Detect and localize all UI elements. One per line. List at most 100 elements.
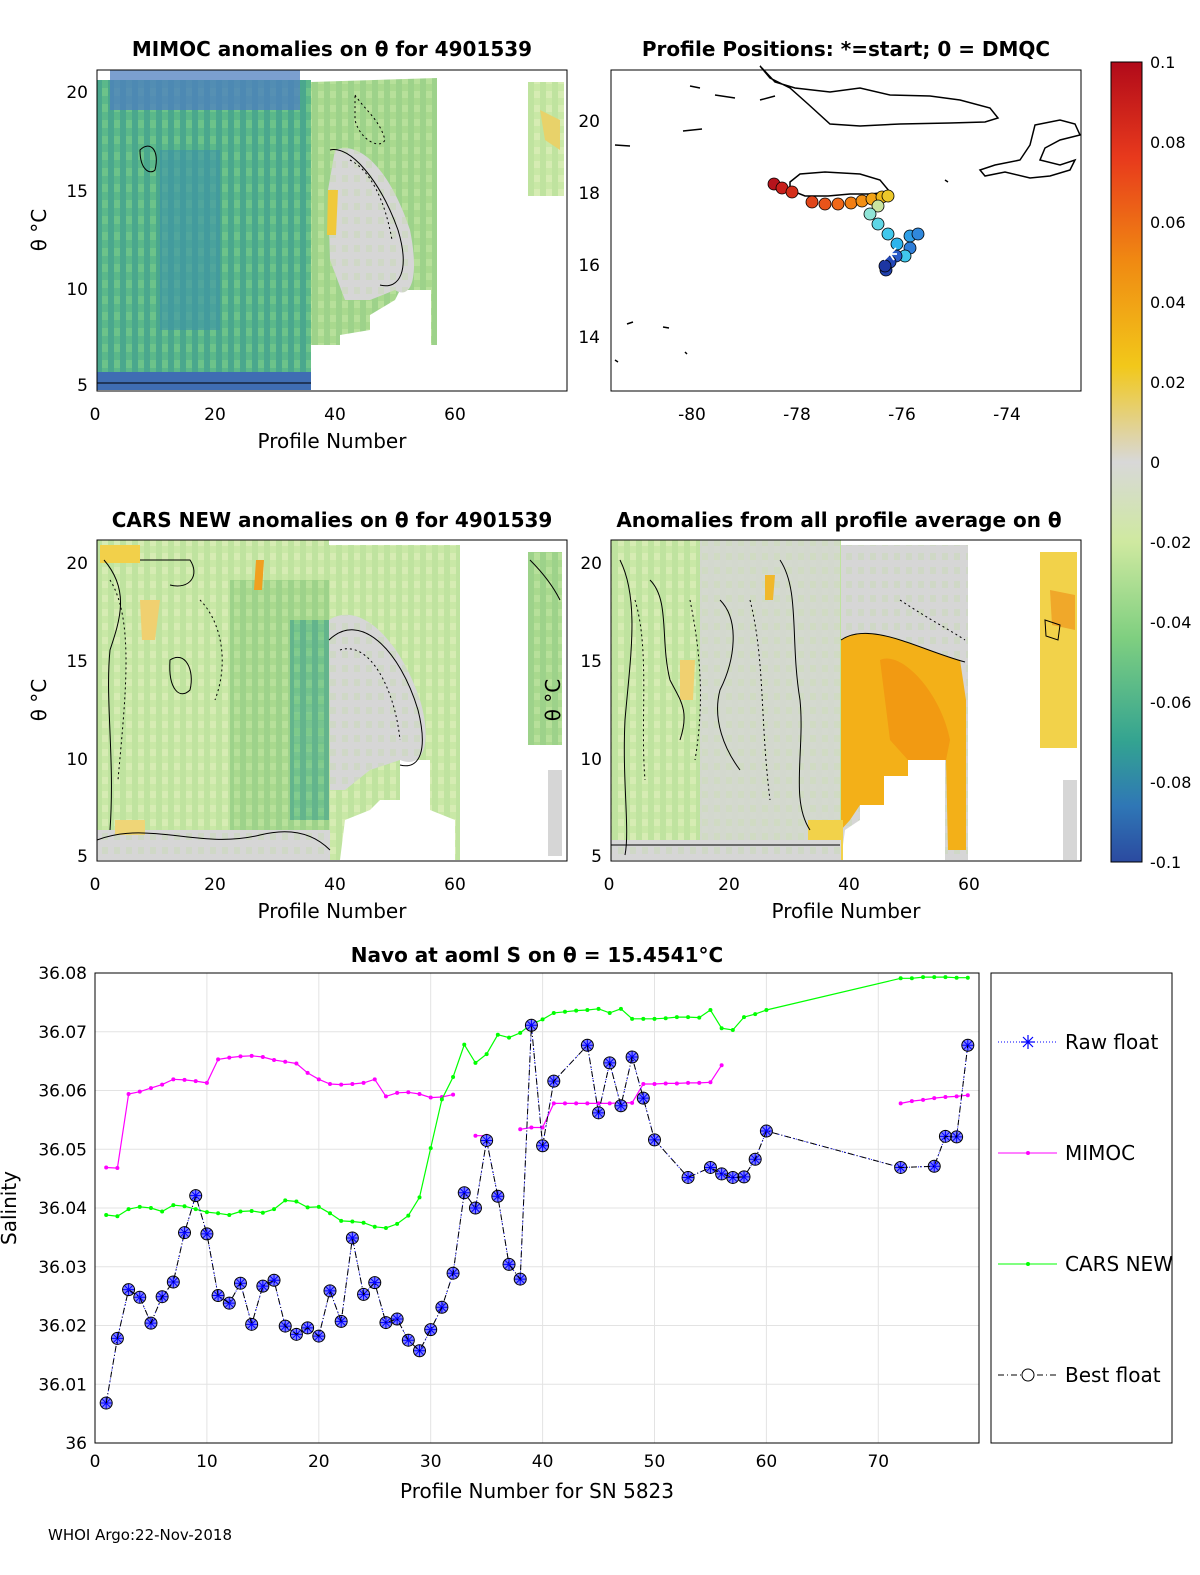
salinity-series [99,975,975,1410]
point-raw-float [200,1227,213,1240]
point-best-float [547,1074,561,1088]
point-best-float [390,1312,404,1326]
point-cars-new [764,1008,769,1013]
point-mimoc [204,1080,209,1085]
legend-best-float: Best float [998,1363,1161,1387]
legend-mimoc: MIMOC [998,1141,1135,1165]
point-cars-new [943,975,948,980]
point-mimoc [182,1077,187,1082]
point-best-float [748,1152,762,1166]
point-mimoc [193,1079,198,1084]
point-mimoc [451,1092,456,1097]
point-mimoc [630,1100,635,1105]
allavg-xtick-2: 40 [838,875,860,895]
cars-xlabel: Profile Number [258,899,408,923]
point-cars-new [137,1204,142,1209]
point-cars-new [674,1015,679,1020]
point-cars-new [495,1032,500,1037]
point-raw-float [122,1283,135,1296]
point-best-float [592,1106,606,1120]
point-cars-new [182,1204,187,1209]
point-best-float [312,1329,326,1343]
allavg-xtick-3: 60 [958,875,980,895]
salinity-title: Navo at aoml S on θ = 15.4541°C [351,943,723,967]
point-best-float [401,1333,415,1347]
point-cars-new [115,1214,120,1219]
point-best-float [603,1056,617,1070]
point-mimoc [227,1055,232,1060]
point-cars-new [473,1060,478,1065]
point-best-float [99,1396,113,1410]
point-cars-new [596,1006,601,1011]
point-best-float [357,1287,371,1301]
point-mimoc [529,1125,534,1130]
float-positions [767,177,925,277]
point-cars-new [954,975,959,980]
allavg-ytick-0: 20 [580,554,602,574]
point-cars-new [350,1219,355,1224]
allavg-title: Anomalies from all profile average on θ [616,508,1061,532]
mimoc-xtick-0: 0 [90,405,101,425]
salinity-ytick-1: 36.01 [38,1375,87,1395]
point-best-float [133,1290,147,1304]
salinity-xtick-0: 0 [90,1452,101,1472]
point-cars-new [383,1225,388,1230]
cars-ytick-2: 10 [66,750,88,770]
salinity-xtick-6: 60 [756,1452,778,1472]
point-mimoc [115,1166,120,1171]
point-best-float [155,1290,169,1304]
point-mimoc [260,1055,265,1060]
point-cars-new [327,1211,332,1216]
point-cars-new [562,1009,567,1014]
point-best-float [413,1344,427,1358]
mimoc-xtick-2: 40 [324,405,346,425]
point-best-float [491,1189,505,1203]
point-raw-float [738,1170,751,1183]
point-best-float [178,1226,192,1240]
point-cars-new [898,976,903,981]
legend-label-cars: CARS NEW [1065,1252,1173,1276]
colorbar-tick-10: -0.1 [1150,853,1181,872]
point-cars-new [921,975,926,980]
salinity-xtick-1: 10 [196,1452,218,1472]
series-line-raw-float [105,1025,969,1404]
point-mimoc [339,1082,344,1087]
point-best-float [110,1331,124,1345]
point-cars-new [697,1015,702,1020]
point-mimoc [160,1082,165,1087]
cars-title: CARS NEW anomalies on θ for 4901539 [112,508,553,532]
point-mimoc [383,1094,388,1099]
point-mimoc [921,1097,926,1102]
point-best-float [468,1201,482,1215]
colorbar-tick-0: 0.1 [1150,53,1175,72]
point-cars-new [283,1198,288,1203]
legend-best-marker [1021,1368,1035,1382]
point-cars-new [607,1010,612,1015]
salinity-chart: 0 10 20 30 40 50 60 70 3636.0136.0236.0336.0436… [0,943,980,1503]
point-cars-new [686,1015,691,1020]
colorbar-tick-7: -0.04 [1150,613,1191,632]
point-raw-float [402,1334,415,1347]
salinity-xticks: 0 10 20 30 40 50 60 70 [90,1452,890,1472]
legend-mimoc-marker [1026,1151,1030,1155]
point-best-float [625,1050,639,1064]
point-best-float [513,1272,527,1286]
point-best-float [211,1289,225,1303]
point-raw-float [469,1202,482,1214]
mimoc-xtick-3: 60 [444,405,466,425]
point-mimoc [305,1070,310,1075]
point-cars-new [641,1016,646,1021]
map-title: Profile Positions: *=start; 0 = DMQC [642,37,1050,61]
point-cars-new [126,1207,131,1212]
point-cars-new [193,1207,198,1212]
point-cars-new [227,1213,232,1218]
point-cars-new [507,1035,512,1040]
point-best-float [580,1038,594,1052]
point-cars-new [260,1210,265,1215]
point-mimoc [607,1101,612,1106]
series-line-mimoc [106,1055,968,1169]
point-best-float [457,1186,471,1200]
point-mimoc [932,1096,937,1101]
point-raw-float [525,1019,538,1032]
point-cars-new [238,1209,243,1214]
